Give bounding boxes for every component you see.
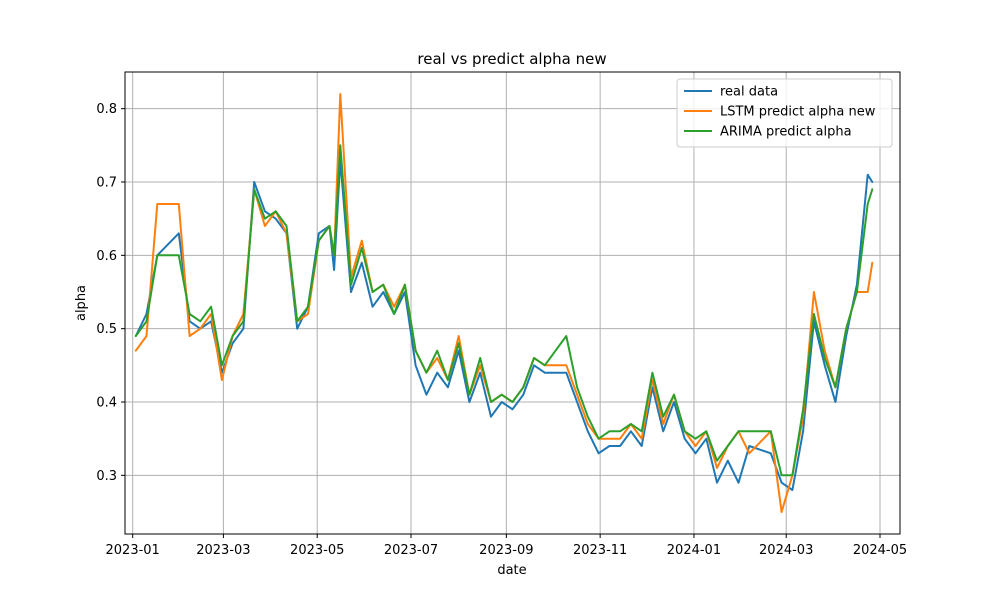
x-tick-label: 2023-01 — [106, 543, 160, 558]
y-tick-label: 0.3 — [96, 469, 117, 484]
x-tick-label: 2024-01 — [667, 543, 721, 558]
x-tick-label: 2024-05 — [853, 543, 907, 558]
legend-label-arima: ARIMA predict alpha — [720, 125, 852, 140]
x-tick-label: 2023-07 — [384, 543, 438, 558]
series-line-arima-predict-alpha — [134, 144, 874, 477]
x-axis-ticks: 2023-01 2023-03 2023-05 2023-07 2023-09 2023-… — [106, 534, 907, 558]
plot-frame — [124, 71, 901, 535]
series-line-real-data — [134, 159, 874, 491]
y-tick-label: 0.8 — [96, 102, 117, 117]
y-tick-label: 0.5 — [96, 322, 117, 337]
legend-box — [676, 78, 893, 148]
chart-title: real vs predict alpha new — [417, 50, 606, 68]
y-tick-label: 0.4 — [96, 396, 117, 411]
y-tick-label: 0.6 — [96, 249, 117, 264]
x-axis-label: date — [497, 563, 526, 578]
x-tick-label: 2024-03 — [759, 543, 813, 558]
x-tick-label: 2023-11 — [573, 543, 627, 558]
x-tick-label: 2023-03 — [196, 543, 250, 558]
y-tick-label: 0.7 — [96, 176, 117, 191]
legend-label-real-data: real data — [720, 85, 778, 100]
x-tick-label: 2023-05 — [290, 543, 344, 558]
legend-label-lstm: LSTM predict alpha new — [720, 105, 876, 120]
legend: real data LSTM predict alpha new ARIMA p… — [676, 78, 893, 148]
series-lines — [134, 93, 874, 513]
x-tick-label: 2023-09 — [479, 543, 533, 558]
y-axis-label: alpha — [74, 285, 89, 321]
y-axis-ticks: 0.3 0.4 0.5 0.6 0.7 0.8 — [96, 102, 125, 484]
